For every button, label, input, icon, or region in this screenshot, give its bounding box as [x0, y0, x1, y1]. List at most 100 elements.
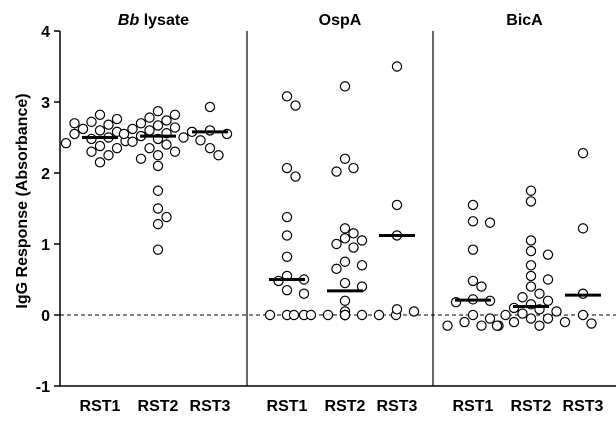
data-point: [152, 120, 164, 131]
data-point: [103, 119, 114, 130]
data-point: [339, 233, 351, 244]
data-point: [484, 217, 496, 228]
data-point: [373, 309, 385, 321]
data-point: [467, 244, 479, 255]
data-point: [500, 309, 511, 321]
data-point: [517, 308, 528, 319]
median-bars: [82, 130, 601, 308]
x-tick-label: RST2: [511, 398, 552, 415]
y-tick-label: 3: [41, 95, 50, 112]
data-point: [339, 81, 351, 92]
data-point: [86, 116, 97, 128]
data-point: [152, 160, 164, 172]
data-point: [577, 223, 589, 234]
data-point: [290, 171, 301, 182]
data-points: [60, 61, 597, 331]
data-point: [204, 101, 216, 113]
data-point: [476, 320, 487, 331]
data-point: [408, 306, 420, 317]
data-point: [391, 304, 403, 315]
data-point: [542, 295, 554, 306]
data-point: [127, 136, 138, 147]
data-point: [339, 153, 351, 164]
data-point: [69, 118, 80, 129]
data-point: [161, 139, 172, 150]
data-point: [322, 309, 334, 321]
data-point: [467, 199, 479, 211]
data-point: [356, 235, 368, 246]
data-point: [331, 166, 342, 177]
data-point: [339, 309, 351, 321]
x-tick-label: RST2: [325, 398, 366, 415]
panel-title-text: lysate: [139, 12, 189, 29]
data-point: [281, 230, 293, 241]
data-point: [144, 142, 155, 154]
data-point: [356, 309, 368, 321]
data-point: [169, 122, 181, 133]
data-point: [281, 162, 293, 174]
data-point: [204, 142, 216, 154]
data-point: [213, 150, 224, 161]
data-point: [264, 309, 276, 321]
data-point: [459, 316, 470, 328]
data-point: [348, 162, 359, 174]
data-point: [135, 118, 147, 129]
y-tick-label: -1: [36, 379, 50, 396]
data-point: [467, 216, 479, 227]
panel-title-italic: Bb: [118, 12, 140, 29]
data-point: [525, 313, 537, 324]
x-tick-labels: RST1 RST2 RST3 RST1 RST2 RST3 RST1 RST2 RST3: [80, 398, 604, 415]
data-point: [534, 288, 545, 299]
y-tick-label: 4: [41, 24, 50, 41]
data-point: [467, 309, 479, 321]
data-point: [542, 249, 554, 260]
x-tick-label: RST3: [377, 398, 418, 415]
data-point: [94, 157, 106, 168]
data-point: [484, 313, 496, 324]
panel-title: BicA: [506, 12, 543, 29]
data-point: [525, 270, 537, 282]
data-point: [298, 288, 310, 299]
data-point: [288, 309, 300, 321]
data-point: [127, 123, 138, 135]
data-point: [77, 123, 89, 135]
data-point: [195, 135, 206, 146]
y-axis-label: IgG Response (Absorbance): [14, 93, 31, 308]
data-point: [281, 284, 293, 296]
data-point: [94, 109, 106, 120]
data-point: [281, 91, 293, 102]
y-tick-label: 1: [41, 237, 50, 254]
data-point: [442, 320, 453, 331]
data-point: [356, 260, 368, 271]
data-point: [476, 281, 487, 292]
data-point: [161, 115, 172, 126]
data-point: [152, 218, 164, 230]
panel-titles: Bb lysate OspA BicA: [118, 12, 543, 29]
data-point: [135, 153, 147, 164]
data-point: [169, 146, 181, 157]
data-point: [169, 109, 181, 120]
panel-title: OspA: [319, 12, 362, 29]
data-point: [339, 256, 351, 267]
data-point: [348, 228, 359, 239]
panel-title-text: OspA: [319, 12, 362, 29]
data-point: [339, 277, 351, 289]
data-point: [577, 147, 589, 159]
data-point: [534, 320, 545, 331]
data-point: [525, 196, 537, 207]
panel-title-text: BicA: [506, 12, 543, 29]
data-point: [525, 245, 537, 257]
data-point: [391, 61, 403, 72]
data-point: [331, 238, 342, 250]
data-point: [86, 146, 97, 157]
data-point: [281, 251, 293, 262]
x-tick-label: RST1: [267, 398, 308, 415]
data-point: [144, 112, 155, 123]
x-tick-label: RST2: [138, 398, 179, 415]
axes: -1 0 1 2 3 4: [36, 24, 616, 396]
data-point: [525, 281, 537, 292]
data-point: [491, 320, 503, 331]
data-point: [103, 150, 114, 161]
data-point: [161, 211, 172, 223]
data-point: [517, 292, 528, 303]
